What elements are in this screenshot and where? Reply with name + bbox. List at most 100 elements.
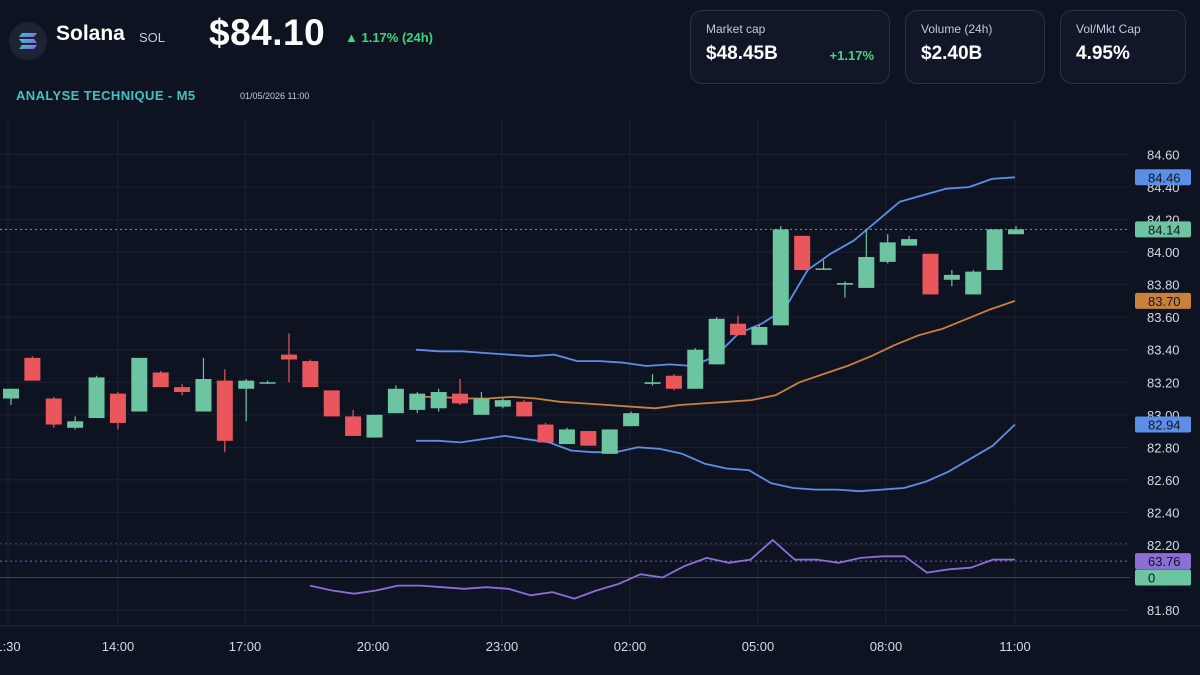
candle [815,260,832,271]
price-label-bg [1135,169,1191,186]
price-label-text: 84.14 [1148,222,1181,237]
volume-card: Volume (24h) $2.40B [905,10,1045,84]
candle [858,229,875,288]
price-label-bg [1135,416,1191,433]
bollinger-middle-band [416,300,1016,410]
price-change-24h: ▲ 1.17% (24h) [345,30,434,45]
candle-body [794,235,811,271]
price-label: 82.94 [1135,416,1191,433]
candle [580,431,597,446]
candle-body [1008,229,1024,235]
candle [452,379,469,406]
market-cap-card: Market cap $48.45B +1.17% [690,10,890,84]
candle [772,226,789,326]
price-label-bg [1135,553,1191,570]
price-label: 0 [1135,569,1191,586]
candle-body [24,357,41,381]
candle [366,414,383,438]
x-tick-label: 11:00 [999,639,1031,654]
coin-name: Solana [56,22,125,45]
candle-body [45,398,62,425]
y-tick-label: 83.20 [1147,375,1180,390]
solana-logo-icon [9,22,47,60]
candle [259,380,276,384]
candle-body [601,429,618,454]
candle-body [922,253,939,295]
candle-body [494,400,511,407]
candle-body [409,393,426,410]
candle-body [238,380,255,389]
candle [751,325,768,345]
candle [387,385,404,414]
candle [67,416,84,430]
coin-ticker: SOL [139,30,166,45]
candle-body [836,283,853,285]
y-tick-label: 83.40 [1147,343,1180,358]
price-label-text: 0 [1148,570,1155,585]
candle [1008,226,1024,235]
candle [516,400,533,417]
candle [879,234,896,264]
market-cap-value: $48.45B [706,43,778,64]
candle [409,392,426,414]
y-tick-label: 82.20 [1147,538,1180,553]
candle [152,370,169,388]
candle [730,315,747,336]
candle [922,253,939,295]
rsi-line [309,539,1015,600]
y-tick-label: 84.00 [1147,245,1180,260]
candle [323,390,340,417]
candle-body [387,388,404,414]
x-tick-label: 1:30 [0,639,21,654]
price-label-bg [1135,569,1191,586]
candle [943,270,960,287]
candle [986,229,1003,271]
candle [109,392,126,430]
x-tick-label: 02:00 [614,639,647,654]
candle [901,235,918,246]
y-tick-label: 83.80 [1147,278,1180,293]
candle-body [708,318,725,365]
candle-body [879,242,896,262]
candle-body [452,393,469,404]
candle [794,235,811,271]
candle [644,374,661,386]
candle-body [901,239,918,246]
current-price: $84.10 [209,12,326,53]
price-label-text: 84.46 [1148,170,1181,185]
x-tick-label: 20:00 [357,639,390,654]
candle-body [67,421,84,428]
candle-body [3,388,19,399]
candle [965,270,982,295]
candle-body [259,382,276,384]
volume-value: $2.40B [921,43,983,64]
candle-body [943,274,960,280]
x-tick-label: 17:00 [229,639,262,654]
candle [345,409,362,436]
candle-body [730,323,747,336]
candle [280,333,297,383]
candle-body [516,401,533,417]
candle [665,374,682,391]
vol-mkt-cap-value: 4.95% [1076,43,1130,64]
candle [3,388,19,406]
candle-body [815,268,832,270]
candle-body [965,271,982,295]
candle [537,422,554,443]
candle [174,383,191,396]
market-cap-change: +1.17% [829,48,874,63]
candle-body [131,357,148,412]
candle-body [366,414,383,438]
candle-body [152,372,169,388]
candle-body [665,375,682,389]
market-cap-label: Market cap [706,22,766,36]
vol-mkt-cap-card: Vol/Mkt Cap 4.95% [1060,10,1186,84]
y-tick-label: 82.80 [1147,440,1180,455]
x-tick-label: 05:00 [742,639,775,654]
candle-body [216,380,233,441]
candle [131,357,148,412]
price-chart[interactable]: 84.6084.4084.2084.0083.8083.6083.4083.20… [0,118,1200,675]
candle [623,411,640,427]
candle-body [323,390,340,417]
price-label-text: 82.94 [1148,418,1181,433]
